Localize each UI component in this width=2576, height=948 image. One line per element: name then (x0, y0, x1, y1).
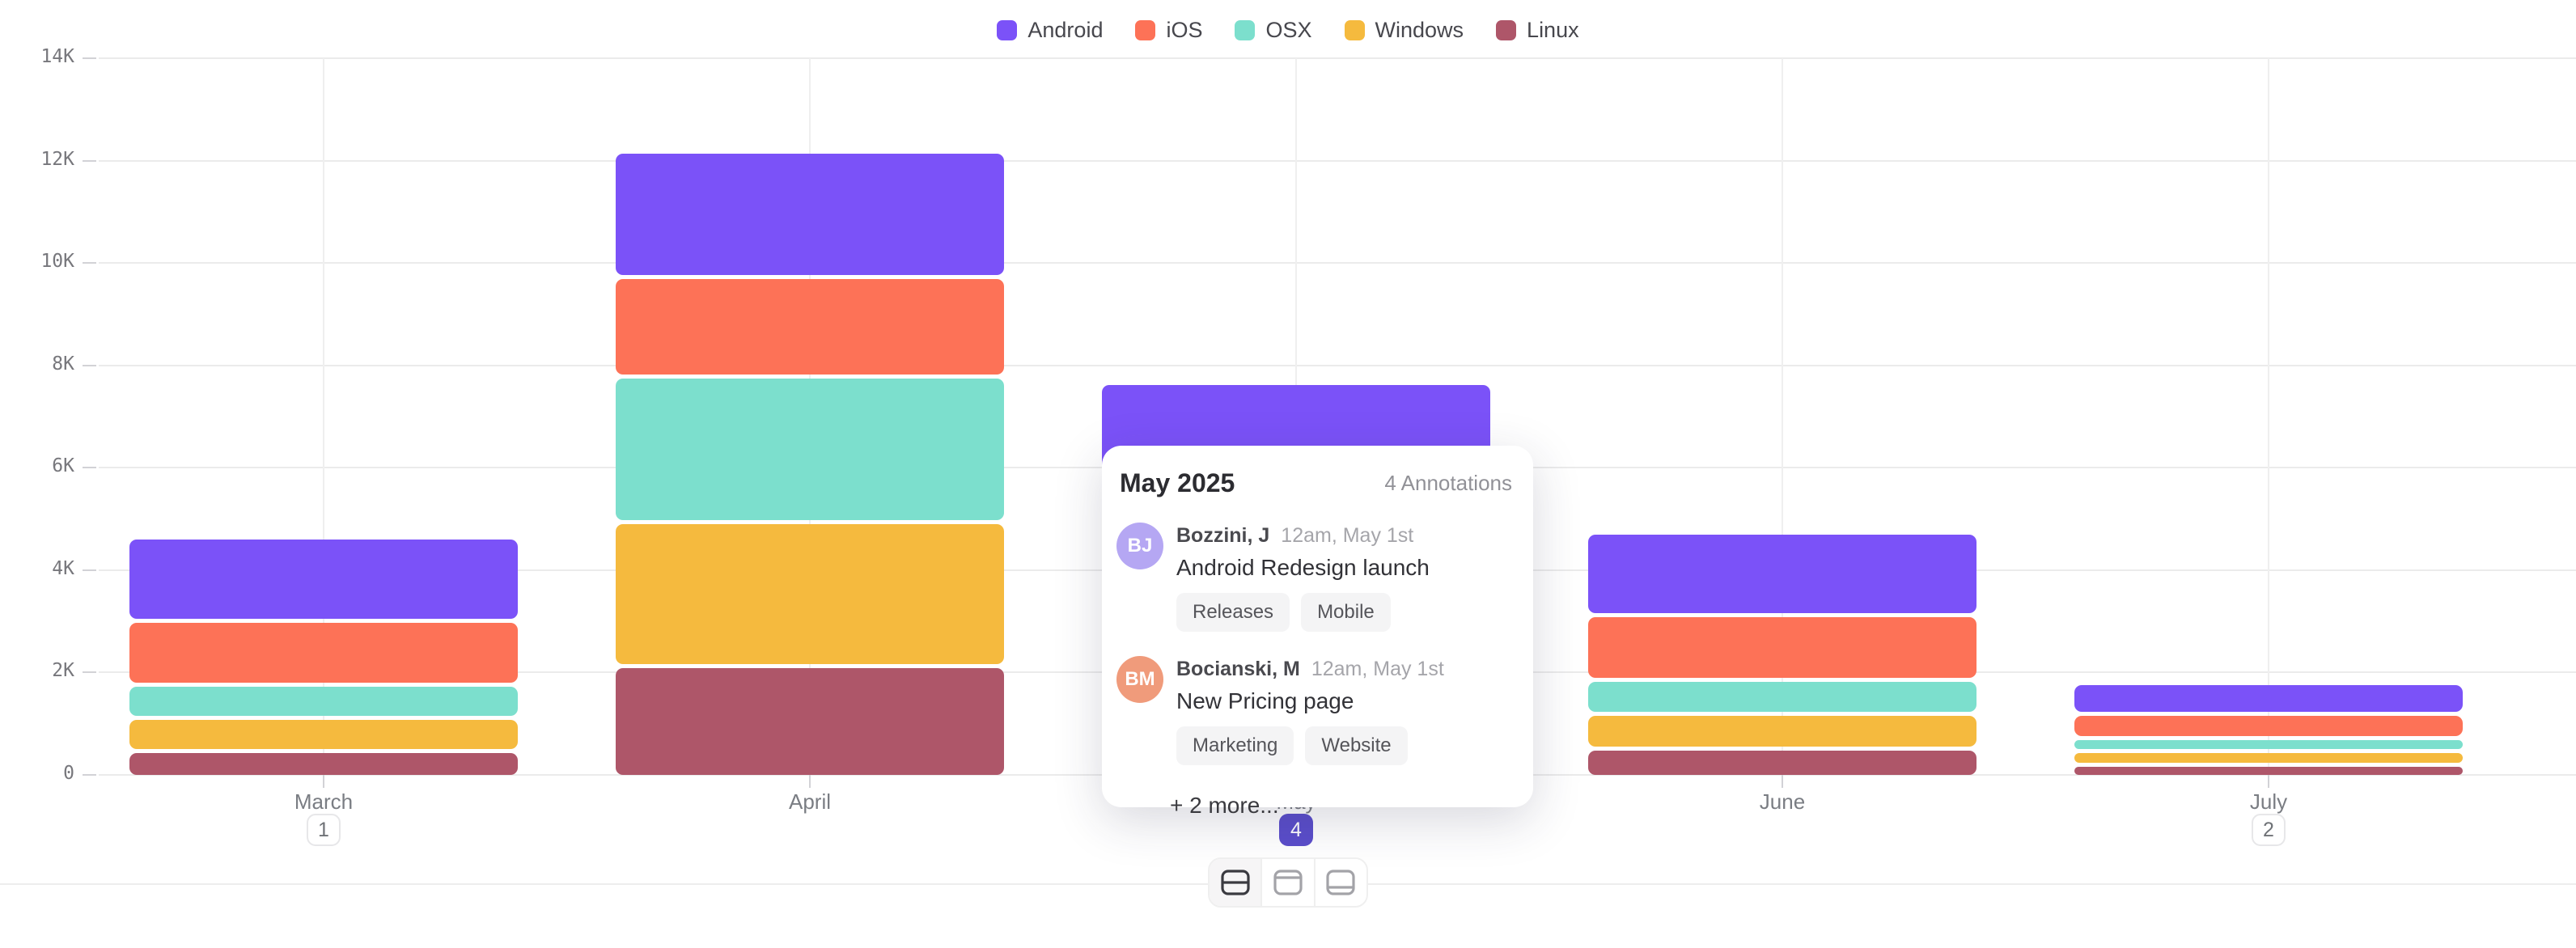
y-axis-tick (83, 364, 96, 366)
bar-segment-march-windows[interactable] (129, 719, 518, 749)
bar-segment-april-android[interactable] (616, 154, 1004, 276)
bar-segment-june-osx[interactable] (1588, 681, 1976, 713)
bar-segment-march-android[interactable] (129, 539, 518, 619)
gridline-horizontal (99, 262, 2576, 265)
x-axis-tick (809, 775, 811, 788)
legend-swatch-icon (1135, 20, 1156, 40)
tooltip-annotation-count: 4 Annotations (1384, 471, 1512, 495)
bar-segment-july-windows[interactable] (2074, 752, 2463, 763)
x-axis-label-june: June (1759, 789, 1806, 814)
legend-item-osx[interactable]: OSX (1235, 18, 1312, 43)
annotation-tag: Releases (1176, 593, 1290, 632)
gridline-vertical (2268, 58, 2269, 775)
bar-segment-july-osx[interactable] (2074, 739, 2463, 749)
bar-segment-april-ios[interactable] (616, 279, 1004, 375)
legend-swatch-icon (1344, 20, 1365, 40)
legend-swatch-icon (1496, 20, 1517, 40)
annotation-text: Android Redesign launch (1176, 555, 1430, 580)
bar-segment-march-linux[interactable] (129, 752, 518, 775)
annotation-author: Bocianski, M (1176, 658, 1300, 680)
annotation-tag: Marketing (1176, 726, 1294, 765)
y-axis-label: 2K (52, 660, 74, 682)
legend-swatch-icon (997, 20, 1018, 40)
legend-swatch-icon (1235, 20, 1256, 40)
chart-legend: Android iOS OSX Windows Linux (0, 18, 2576, 43)
bar-segment-april-windows[interactable] (616, 523, 1004, 665)
y-axis-label: 12K (40, 148, 74, 170)
annotation-item: BM Bocianski, M 12am, May 1st New Pricin… (1116, 656, 1515, 765)
layout-mode-toolbar (1208, 857, 1368, 908)
legend-label: Windows (1375, 18, 1464, 42)
legend-item-ios[interactable]: iOS (1135, 18, 1202, 43)
x-axis-label-march: March (294, 789, 354, 814)
y-axis-label: 6K (52, 455, 74, 477)
avatar: BM (1116, 656, 1163, 703)
gridline-horizontal (99, 364, 2576, 366)
legend-label: iOS (1166, 18, 1203, 42)
layout-bottom-panel-icon[interactable] (1315, 859, 1366, 906)
y-axis-tick (83, 467, 96, 469)
x-axis-label-july: July (2249, 789, 2288, 814)
legend-label: Android (1027, 18, 1104, 42)
annotation-timestamp: 12am, May 1st (1311, 658, 1444, 680)
bar-segment-april-osx[interactable] (616, 378, 1004, 520)
annotation-item: BJ Bozzini, J 12am, May 1st Android Rede… (1116, 523, 1515, 632)
avatar: BJ (1116, 523, 1163, 569)
bar-segment-july-ios[interactable] (2074, 715, 2463, 736)
bar-segment-july-linux[interactable] (2074, 766, 2463, 775)
y-axis-label: 10K (40, 251, 74, 273)
bar-segment-june-windows[interactable] (1588, 716, 1976, 747)
annotation-count-badge-may[interactable]: 4 (1279, 814, 1313, 846)
y-axis-label: 14K (40, 46, 74, 67)
bar-segment-june-ios[interactable] (1588, 616, 1976, 678)
x-axis-tick (1782, 775, 1783, 788)
y-axis-label: 8K (52, 353, 74, 375)
y-axis-label: 0 (63, 763, 74, 784)
y-axis-tick (83, 159, 96, 162)
gridline-vertical (323, 58, 324, 775)
annotation-tag: Mobile (1301, 593, 1391, 632)
annotation-tooltip: May 2025 4 Annotations BJ Bozzini, J 12a… (1102, 446, 1533, 818)
y-axis-tick (83, 262, 96, 265)
annotation-text: New Pricing page (1176, 688, 1354, 713)
gridline-horizontal (99, 159, 2576, 162)
bar-segment-june-linux[interactable] (1588, 751, 1976, 775)
annotation-timestamp: 12am, May 1st (1281, 524, 1414, 547)
y-axis-tick (83, 57, 96, 59)
y-axis-tick (83, 671, 96, 674)
legend-label: OSX (1265, 18, 1312, 42)
bar-segment-march-osx[interactable] (129, 686, 518, 716)
legend-label: Linux (1527, 18, 1579, 42)
layout-top-panel-icon[interactable] (1262, 859, 1316, 906)
legend-item-android[interactable]: Android (997, 18, 1103, 43)
annotation-tag: Website (1305, 726, 1408, 765)
annotation-count-badge-march[interactable]: 1 (307, 814, 341, 846)
bar-segment-july-android[interactable] (2074, 684, 2463, 712)
bar-segment-april-linux[interactable] (616, 668, 1004, 775)
annotation-body: Bocianski, M 12am, May 1st New Pricing p… (1176, 656, 1444, 765)
gridline-vertical (1782, 58, 1783, 775)
bar-segment-june-android[interactable] (1588, 534, 1976, 613)
legend-item-linux[interactable]: Linux (1496, 18, 1579, 43)
show-more-link[interactable]: + 2 more... (1170, 793, 1279, 818)
x-axis-tick (323, 775, 324, 788)
layout-split-icon[interactable] (1210, 859, 1263, 906)
annotation-body: Bozzini, J 12am, May 1st Android Redesig… (1176, 523, 1430, 632)
tooltip-title: May 2025 (1120, 468, 1235, 497)
x-axis-tick (2268, 775, 2269, 788)
y-axis-label: 4K (52, 557, 74, 579)
tooltip-header: May 2025 4 Annotations (1116, 468, 1515, 498)
legend-item-windows[interactable]: Windows (1344, 18, 1464, 43)
y-axis-tick (83, 774, 96, 776)
y-axis-tick (83, 569, 96, 571)
annotation-author: Bozzini, J (1176, 524, 1270, 547)
gridline-horizontal (99, 57, 2576, 59)
bar-segment-march-ios[interactable] (129, 622, 518, 683)
annotation-count-badge-july[interactable]: 2 (2252, 814, 2286, 846)
x-axis-label-april: April (788, 789, 831, 814)
